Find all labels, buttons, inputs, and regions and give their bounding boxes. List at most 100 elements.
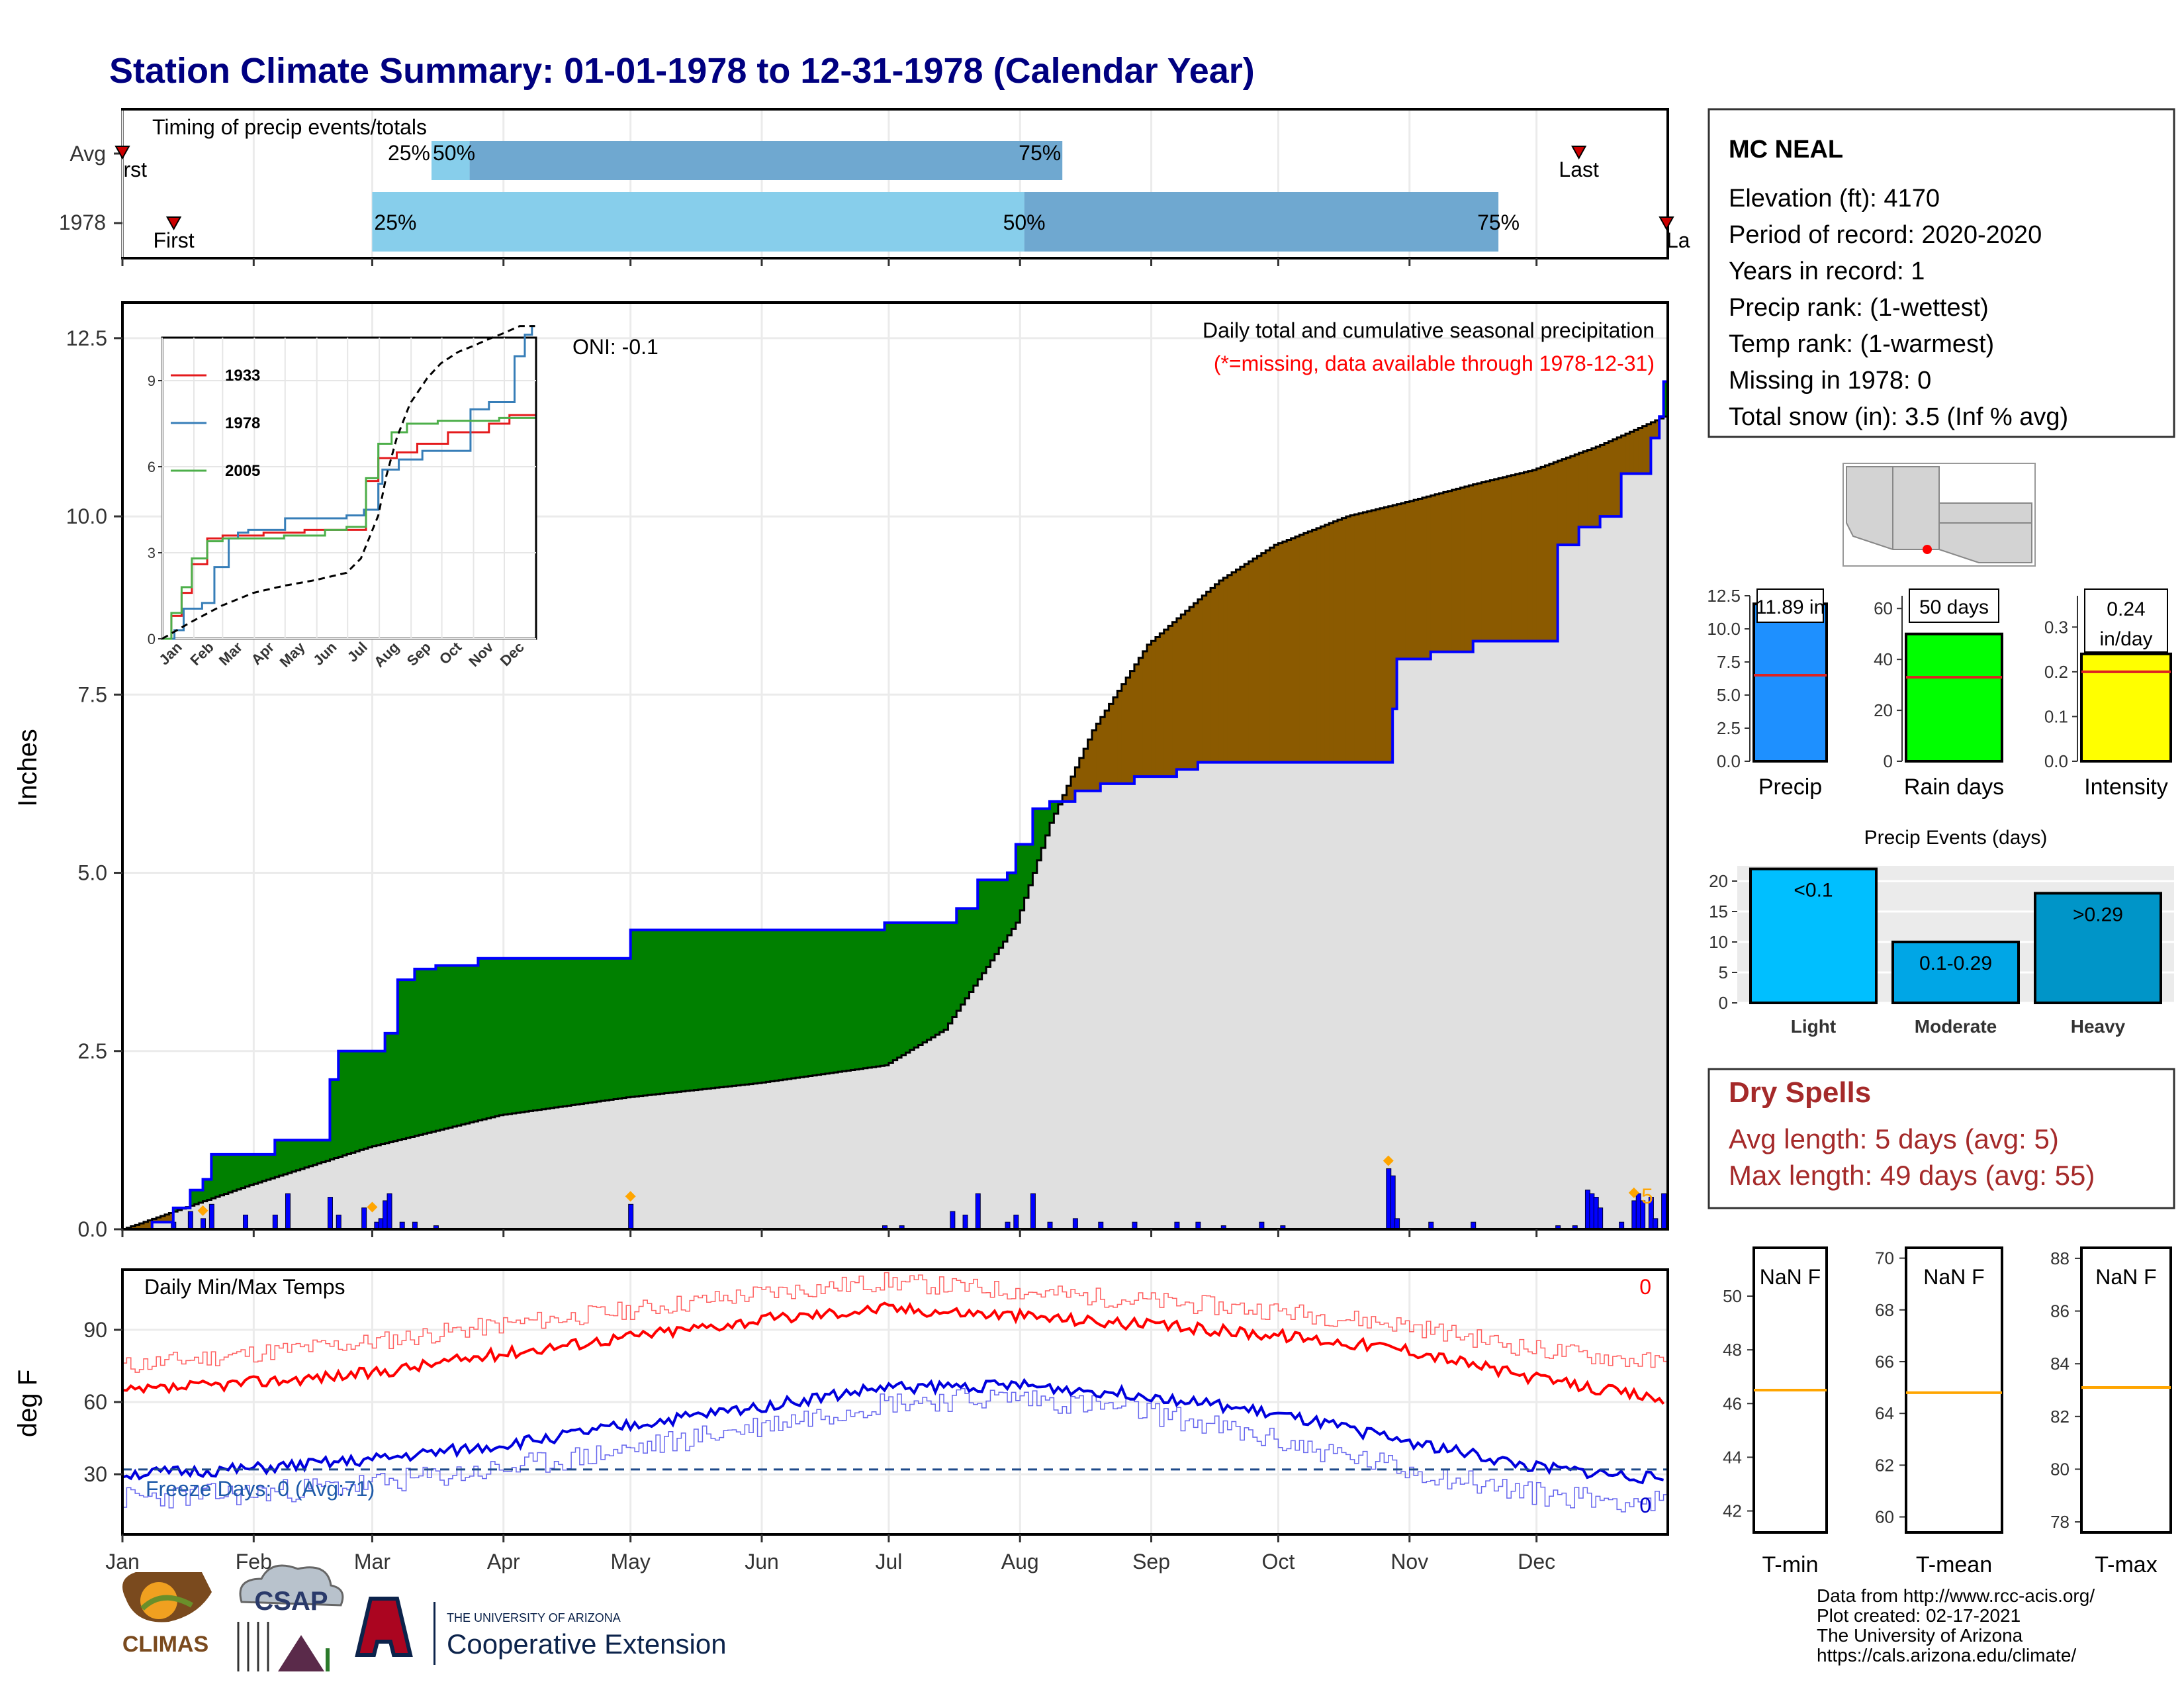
daily-precip-bar [336,1214,341,1230]
month-label: Jul [875,1550,902,1573]
above-average-fill [685,929,690,1092]
below-average-fill [1130,671,1135,784]
above-average-fill [545,958,551,1109]
above-average-fill [275,1140,280,1178]
below-average-fill [1469,485,1474,652]
below-average-fill [1633,430,1639,474]
events-bar-label: >0.29 [2073,904,2123,925]
below-average-fill [1451,490,1457,652]
below-average-fill [1655,420,1660,438]
daily-precip-bar [950,1211,956,1230]
above-average-fill [884,922,889,1066]
above-average-fill [199,1190,204,1203]
above-average-fill [741,929,745,1086]
first-event-label: rst [123,158,147,181]
temp-summary-ytick-label: 68 [1875,1300,1894,1320]
below-average-fill [1105,710,1110,784]
timing-pct-label: 50% [433,141,475,165]
events-bar-light [1749,867,1878,1004]
above-average-fill [359,1051,365,1150]
above-average-fill [253,1154,259,1184]
above-average-fill [432,968,436,1132]
above-average-fill [1058,801,1063,805]
above-average-fill [508,958,513,1114]
temp-summary-ytick-label: 88 [2050,1248,2070,1268]
below-average-fill [1134,664,1139,777]
below-average-fill [1379,508,1385,763]
above-average-fill [173,1207,178,1212]
above-average-fill [635,929,640,1097]
below-average-fill [1197,599,1203,763]
above-average-fill [609,958,614,1100]
footer-credit-line: https://cals.arizona.edu/climate/ [1817,1645,2076,1665]
below-average-fill [156,1217,161,1223]
above-average-fill [1045,808,1050,835]
below-average-fill [1477,483,1482,641]
timing-row-year-label: 1978 [59,211,106,234]
temp-ytick-label: 90 [83,1318,107,1342]
above-average-fill [457,965,462,1126]
temp-summary-ytick-label: 50 [1723,1286,1742,1306]
above-average-fill [668,929,674,1093]
events-ytick-label: 0 [1719,993,1728,1013]
below-average-fill [1596,446,1601,528]
inset-ytick-label: 3 [148,545,156,561]
below-average-fill [1430,495,1435,652]
below-average-fill [1490,480,1495,641]
below-average-fill [1562,459,1567,545]
footer-credit-line: Plot created: 02-17-2021 [1817,1605,2021,1626]
above-average-fill [999,880,1004,948]
daily-precip-bar [387,1193,392,1230]
timing-bar-fill [372,192,1024,252]
below-average-fill [1278,543,1283,763]
record-min-line [122,1387,1668,1513]
footer-credit-line: Data from http://www.rcc-acis.org/ [1817,1585,2095,1606]
summary-ytick-label: 0.0 [2044,751,2068,771]
above-average-fill [723,929,729,1087]
below-average-fill [1176,618,1181,770]
events-bar-label: 0.1-0.29 [1919,953,1992,974]
above-average-fill [973,908,978,986]
csap-logo-text: CSAP [254,1587,328,1616]
below-average-fill [1414,500,1419,659]
temp-summary-ytick-label: 60 [1875,1507,1894,1527]
above-average-fill [956,908,962,1011]
month-label: May [610,1550,650,1573]
daily-precip-bar [975,1193,981,1230]
first-event-marker [165,216,182,231]
below-average-fill [1511,475,1516,641]
above-average-fill [418,968,424,1135]
above-average-fill [228,1154,233,1193]
above-average-fill [1663,381,1668,417]
below-average-fill [1367,511,1372,763]
temp-ytick-label: 30 [83,1462,107,1486]
below-average-fill [148,1220,153,1229]
summary-ytick-label: 5.0 [1717,685,1741,705]
timing-pct-label: 50% [1003,211,1046,234]
above-average-fill [621,958,627,1098]
precip-ytick-label: 7.5 [78,682,107,706]
daily-precip-bar [243,1214,249,1230]
below-average-fill [1384,507,1389,763]
temp-summary-ytick-label: 70 [1875,1248,1894,1268]
above-average-fill [664,929,669,1094]
month-label: Aug [1001,1550,1039,1573]
above-average-fill [749,929,754,1084]
below-average-fill [1342,518,1347,763]
above-average-fill [494,958,500,1117]
below-average-fill [1202,595,1207,763]
temp-summary-frame [1905,1246,2003,1534]
above-average-fill [825,929,830,1074]
events-category-label: Heavy [2071,1016,2126,1037]
inset-ytick-label: 9 [148,373,156,389]
above-average-fill [719,929,725,1088]
temp-summary-ytick-label: 64 [1875,1403,1894,1423]
below-average-fill [1460,487,1465,652]
above-average-fill [571,958,576,1105]
month-label: Jun [745,1550,779,1573]
inset-series-line-1978 [162,325,535,640]
below-average-fill [1456,489,1461,652]
above-average-fill [1036,808,1042,861]
above-average-fill [838,929,843,1072]
below-average-fill [1494,479,1499,641]
